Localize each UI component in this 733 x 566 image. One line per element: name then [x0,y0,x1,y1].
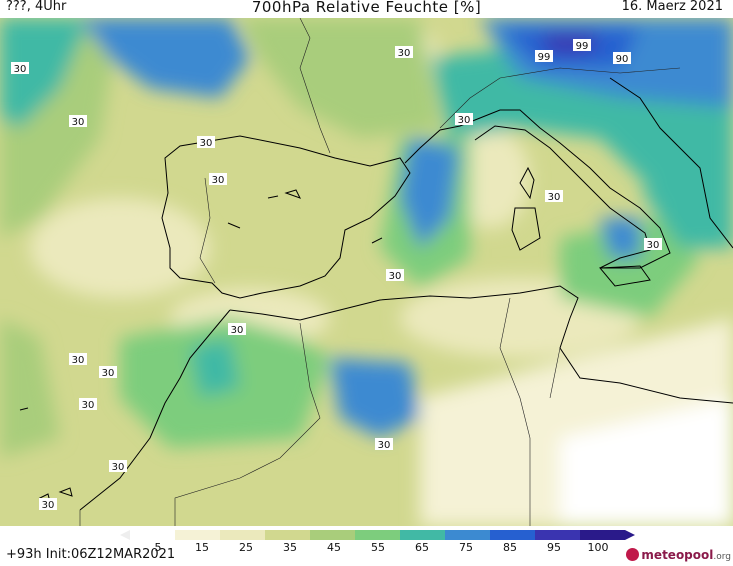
country-borders [79,18,681,526]
contour-label: 30 [458,115,471,126]
footer: +93h Init:06Z12MAR2021 5 15 25 35 45 55 65 75 85… [0,526,733,566]
contour-label: 30 [112,462,125,473]
contour-label: 30 [72,117,85,128]
legend-tick-label: 15 [195,541,209,554]
legend-tick-label: 65 [415,541,429,554]
legend-tick-label: 35 [283,541,297,554]
forecast-run-info: +93h Init:06Z12MAR2021 [6,547,176,562]
legend-swatch [445,530,490,540]
legend-tick-label: 85 [503,541,517,554]
contour-label: 30 [231,325,244,336]
iberia-coast [161,135,411,299]
logo-name: meteopool [641,548,714,562]
border-tunisia [549,347,561,399]
legend-swatch [355,530,400,540]
legend-tick-label: 45 [327,541,341,554]
contour-label: 30 [548,192,561,203]
humidity-field [0,18,733,526]
contour-label-bg [375,438,393,450]
contour-label-bg [386,269,404,281]
contour-label-bg [69,353,87,365]
legend-swatch [310,530,355,540]
contour-label: 30 [42,500,55,511]
legend-swatch [490,530,535,540]
contour-label-bg [209,173,227,185]
contour-label: 30 [212,175,225,186]
contour-label: 30 [102,368,115,379]
legend-swatch [220,530,265,540]
italy-coast [404,109,671,269]
contour-label-bg [197,136,215,148]
border-algeria-libya [499,297,531,526]
border-france [299,18,331,154]
legend-swatch [580,530,625,540]
border-algeria-morocco [174,322,321,526]
legend-swatch [535,530,580,540]
run-label: ???, 4Uhr [6,0,67,14]
legend-tick-label: 95 [547,541,561,554]
contour-label-bg [228,323,246,335]
legend-swatch [265,530,310,540]
legend-swatch [400,530,445,540]
contour-label: 30 [378,440,391,451]
contour-label-bg [535,50,553,62]
contour-label-bg [395,46,413,58]
contour-label: 99 [538,52,551,63]
legend-swatch [175,530,220,540]
north-africa-coast [229,285,733,404]
contour-label: 99 [576,41,589,52]
contour-label-bg [455,113,473,125]
legend-tick-label: 25 [239,541,253,554]
legend-swatch [130,530,175,540]
contour-label-bg [69,115,87,127]
meteopool-logo[interactable]: meteopool.org [626,548,731,562]
humidity-map: 30 30 30 30 30 30 30 30 30 30 30 30 30 30 30 30 99 99 90 [0,18,733,526]
contour-label-bg [545,190,563,202]
border-alps [439,67,681,129]
color-legend [120,530,635,540]
meteopool-logo-icon [626,548,640,561]
contour-label: 30 [389,271,402,282]
contour-label-bg [79,398,97,410]
contour-label-bg [99,366,117,378]
contour-label-bg [573,39,591,51]
coastlines [19,77,733,511]
contour-label-bg [11,62,29,74]
balearic-islands [227,189,383,244]
border-spain-portugal [199,177,216,284]
contour-label-bg [109,460,127,472]
corsica [519,166,535,200]
sicily [598,265,651,287]
contour-label-bg [644,238,662,250]
legend-tick-label: 55 [371,541,385,554]
contour-label-bg [39,498,57,510]
legend-tick-label: 5 [154,541,162,554]
contour-label-bg [613,52,631,64]
legend-arrow-left [120,530,130,540]
contour-label: 30 [647,240,660,251]
chart-title: 700hPa Relative Feuchte [%] [251,0,482,16]
legend-tick-label: 75 [459,541,473,554]
contour-labels: 30 30 30 30 30 30 30 30 30 30 30 30 30 30 30 30 99 99 90 [11,39,662,511]
legend-tick-label: 100 [587,541,609,554]
contour-label: 90 [616,54,629,65]
legend-arrow-right [625,530,635,540]
contour-label: 30 [82,400,95,411]
logo-tld: .org [713,552,731,562]
contour-label: 30 [398,48,411,59]
contour-label: 30 [72,355,85,366]
sardinia [511,207,541,251]
contour-label: 30 [200,138,213,149]
contour-label: 30 [14,64,27,75]
atlantic-coast [79,309,231,511]
adriatic-coast [609,77,733,249]
valid-date: 16. Maerz 2021 [621,0,723,14]
